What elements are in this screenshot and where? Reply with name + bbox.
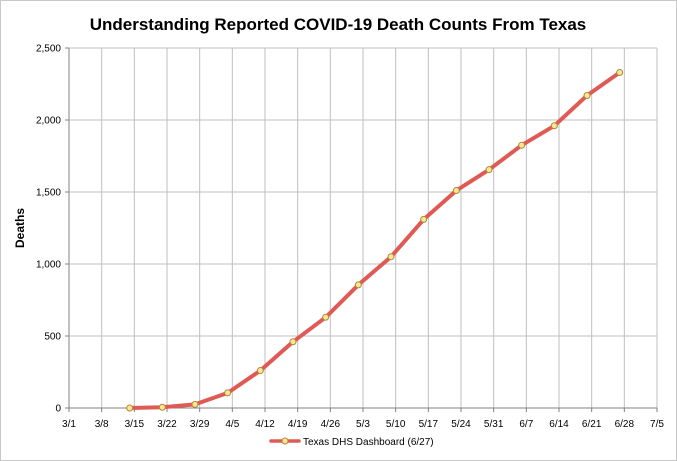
- x-tick-label: 3/15: [125, 419, 145, 430]
- data-point: [420, 215, 428, 223]
- legend-label: Texas DHS Dashboard (6/27): [303, 437, 434, 448]
- x-tick-label: 3/29: [190, 419, 210, 430]
- x-tick-label: 7/5: [650, 419, 664, 430]
- series-group: [126, 68, 624, 412]
- y-tick-label: 1,000: [36, 260, 61, 271]
- data-point: [550, 122, 558, 130]
- x-tick-label: 4/26: [321, 419, 341, 430]
- data-point: [485, 166, 493, 174]
- y-tick-label: 500: [44, 332, 61, 343]
- x-tick-label: 6/21: [582, 419, 602, 430]
- data-point: [387, 253, 395, 261]
- data-point: [354, 281, 362, 289]
- y-tick-label: 0: [55, 404, 61, 415]
- x-tick-label: 6/7: [519, 419, 533, 430]
- x-tick-label: 3/1: [62, 419, 76, 430]
- data-point: [289, 338, 297, 346]
- x-tick-label: 4/12: [255, 419, 275, 430]
- y-axis-label: Deaths: [13, 208, 27, 248]
- x-tick-label: 3/8: [95, 419, 109, 430]
- gridlines: [68, 47, 658, 409]
- data-point: [126, 404, 134, 412]
- data-point: [256, 367, 264, 375]
- y-tick-label: 2,500: [36, 44, 61, 55]
- x-tick-label: 4/19: [288, 419, 308, 430]
- data-point: [224, 389, 232, 397]
- data-point: [616, 68, 624, 76]
- x-tick-label: 5/10: [386, 419, 406, 430]
- axes: [65, 47, 658, 412]
- x-tick-label: 5/24: [451, 419, 471, 430]
- x-tick-label: 5/31: [484, 419, 504, 430]
- legend: Texas DHS Dashboard (6/27): [269, 437, 434, 448]
- legend-swatch-marker: [281, 437, 289, 445]
- x-tick-label: 3/22: [157, 419, 177, 430]
- series-line: [127, 70, 622, 410]
- data-point: [452, 187, 460, 195]
- x-tick-label: 6/14: [549, 419, 569, 430]
- data-point: [191, 400, 199, 408]
- y-tick-label: 1,500: [36, 188, 61, 199]
- chart-title: Understanding Reported COVID-19 Death Co…: [90, 15, 587, 34]
- data-point: [322, 313, 330, 321]
- data-point: [158, 403, 166, 411]
- x-tick-label: 4/5: [225, 419, 239, 430]
- data-point: [583, 92, 591, 100]
- x-tick-label: 6/28: [615, 419, 635, 430]
- x-tick-label: 5/3: [356, 419, 370, 430]
- y-axis-ticks: 0 500 1,000 1,500 2,000 2,500: [36, 44, 61, 415]
- data-point: [518, 141, 526, 149]
- y-tick-label: 2,000: [36, 116, 61, 127]
- x-axis-ticks: 3/1 3/8 3/15 3/22 3/29 4/5 4/12 4/19 4/26 5/3 5/10…: [62, 419, 664, 430]
- x-tick-label: 5/17: [419, 419, 439, 430]
